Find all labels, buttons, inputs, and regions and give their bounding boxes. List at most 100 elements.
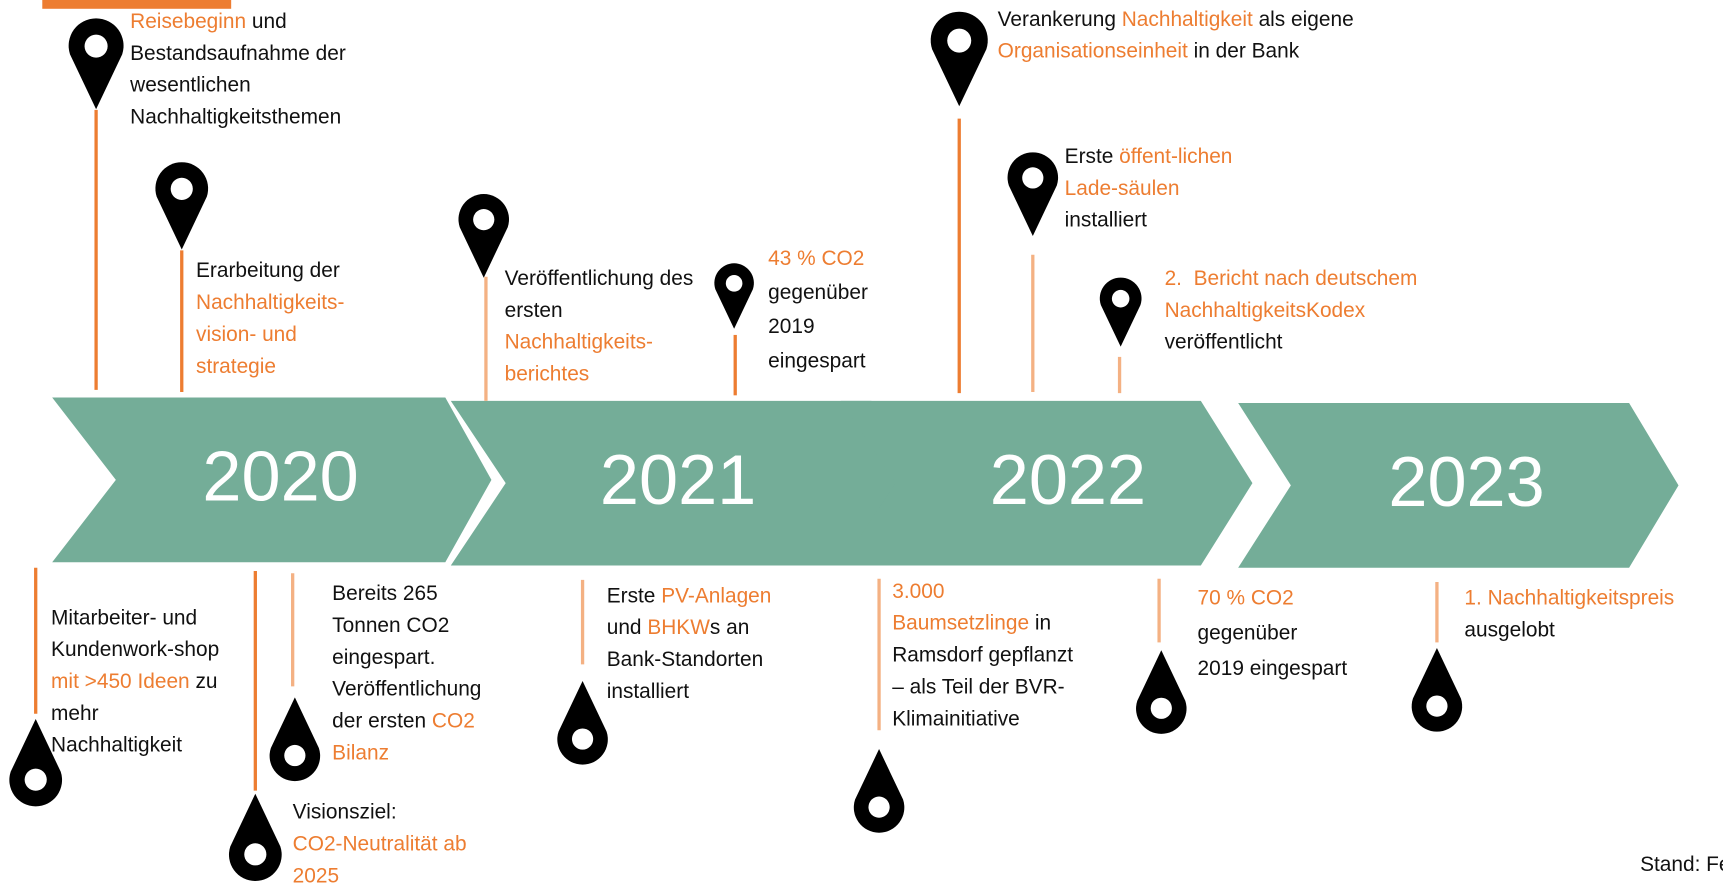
event-text: Organisationseinheit in der Bank: [998, 39, 1300, 62]
text-segment: berichtes: [505, 362, 590, 385]
event-text: 2019: [768, 315, 814, 338]
pin-hole: [1022, 167, 1044, 189]
event-text: vision- und: [196, 322, 297, 345]
text-segment: Bank-Standorten: [607, 647, 764, 670]
text-segment: und: [607, 616, 648, 639]
text-segment: eingespart.: [332, 645, 435, 668]
text-segment: Bereits 265: [332, 582, 438, 605]
pin: [853, 749, 905, 833]
event-text: berichtes: [505, 362, 590, 385]
pin: [9, 719, 63, 807]
event-text: ausgelobt: [1464, 618, 1555, 641]
event-text: gegenüber: [1198, 621, 1298, 644]
chevron: [1238, 403, 1679, 568]
event-text: 2025: [293, 864, 339, 884]
text-segment: gegenüber: [1198, 621, 1298, 644]
text-segment: installiert: [1065, 208, 1148, 231]
text-segment: Organisationseinheit: [998, 39, 1188, 62]
text-segment: Erste: [607, 584, 661, 607]
pin-hole: [284, 744, 306, 767]
event-text: 2019 eingespart: [1198, 656, 1348, 679]
text-segment: installiert: [607, 679, 690, 702]
pin: [228, 793, 282, 882]
text-segment: Reisebeginn: [130, 9, 246, 32]
pin: [1007, 152, 1059, 236]
text-segment: ersten: [505, 298, 563, 321]
event-text: 3.000: [892, 579, 944, 602]
event-text: Kundenwork-shop: [51, 638, 219, 661]
year-label: 2021: [600, 440, 756, 519]
text-segment: Veröffentlichung: [332, 677, 481, 700]
event-text: Nachhaltigkeits-: [196, 291, 344, 314]
pin: [458, 194, 509, 278]
text-segment: vision- und: [196, 322, 297, 345]
text-segment: Nachhaltigkeits-: [505, 330, 653, 353]
text-segment: 2025: [293, 864, 339, 884]
text-segment: Baumsetzlinge: [892, 611, 1029, 634]
text-segment: 2019: [768, 315, 814, 338]
text-segment: Ramsdorf gepflanzt: [892, 643, 1073, 666]
pin-hole: [24, 768, 47, 791]
pin-hole: [947, 28, 972, 53]
text-segment: 43 % CO2: [768, 247, 864, 270]
event-text: 2. Bericht nach deutschem: [1165, 266, 1418, 289]
pin-hole: [170, 177, 193, 200]
text-segment: Bilanz: [332, 741, 389, 764]
text-segment: Bestandsaufnahme der: [130, 41, 346, 64]
event-text: Bereits 265: [332, 582, 438, 605]
event-text: Klimainitiative: [892, 707, 1020, 730]
pin: [1136, 650, 1187, 734]
event-text: Baumsetzlinge in: [892, 611, 1051, 634]
event-text: 1. Nachhaltigkeitspreis: [1464, 586, 1674, 609]
text-segment: mit >450 Ideen: [51, 669, 190, 692]
text-segment: Klimainitiative: [892, 707, 1020, 730]
year-label: 2023: [1388, 442, 1544, 521]
event-text: Erste PV-Anlagen: [607, 584, 772, 607]
event-text: Erste öffent-lichen: [1065, 145, 1233, 168]
event-text: wesentlichen: [129, 73, 251, 96]
pin-hole: [725, 275, 743, 292]
event-text: Mitarbeiter- und: [51, 606, 197, 629]
event-text: Lade-säulen: [1065, 176, 1180, 199]
event-text: mit >450 Ideen zu: [51, 669, 217, 692]
event-text: strategie: [196, 354, 276, 377]
text-segment: Veröffentlichung des: [505, 266, 694, 289]
text-segment: Visionsziel:: [293, 800, 397, 823]
text-segment: Erarbeitung der: [196, 259, 340, 282]
event-text: mehr: [51, 701, 99, 724]
event-text: ersten: [505, 298, 563, 321]
event-text: veröffentlicht: [1165, 330, 1283, 353]
text-segment: und: [246, 9, 287, 32]
text-segment: Kundenwork-shop: [51, 638, 219, 661]
text-segment: PV-Anlagen: [661, 584, 771, 607]
event-text: Erarbeitung der: [196, 259, 340, 282]
text-segment: der ersten: [332, 709, 432, 732]
pin: [930, 11, 988, 107]
text-segment: CO2-Neutralität ab: [293, 832, 467, 855]
year-label: 2020: [202, 437, 358, 516]
pin-hole: [84, 34, 108, 58]
event-text: Veröffentlichung des: [505, 266, 694, 289]
text-segment: öffent-lichen: [1119, 145, 1232, 168]
chevron: [840, 400, 1253, 566]
text-segment: 1. Nachhaltigkeitspreis: [1464, 586, 1674, 609]
event-text: 70 % CO2: [1198, 586, 1294, 609]
event-text: Veröffentlichung: [332, 677, 481, 700]
event-text: eingespart: [768, 349, 866, 372]
event-text: Nachhaltigkeit: [51, 733, 182, 756]
event-text: NachhaltigkeitsKodex: [1165, 298, 1366, 321]
event-text: Tonnen CO2: [332, 613, 449, 636]
text-segment: in der Bank: [1188, 39, 1300, 62]
pin: [269, 697, 321, 782]
event-text: der ersten CO2: [332, 709, 475, 732]
event-text: Ramsdorf gepflanzt: [892, 643, 1073, 666]
event-text: Nachhaltigkeitsthemen: [130, 105, 341, 128]
text-segment: BHKW: [647, 616, 710, 639]
event-text: Nachhaltigkeits-: [505, 330, 653, 353]
year-label: 2022: [990, 440, 1146, 519]
pin-hole: [1111, 289, 1130, 308]
event-text: und BHKWs an: [607, 616, 750, 639]
text-segment: veröffentlicht: [1165, 330, 1283, 353]
event-text: gegenüber: [768, 281, 868, 304]
